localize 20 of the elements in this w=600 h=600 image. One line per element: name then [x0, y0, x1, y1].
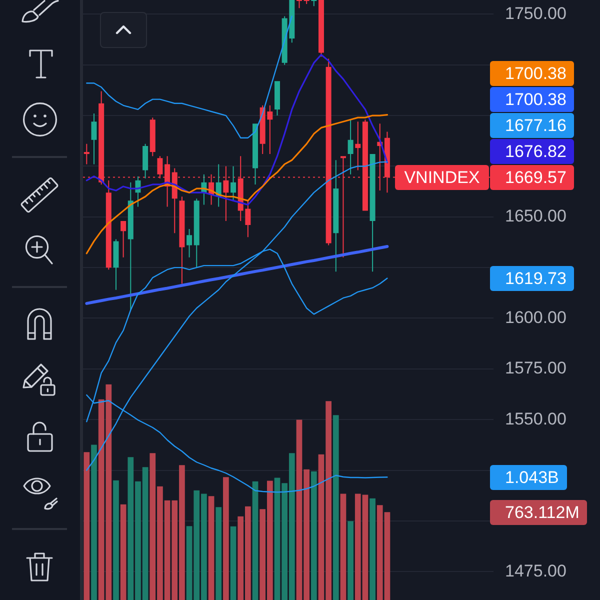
y2-tick-label: 763.112M [505, 502, 580, 522]
y-tick-label: 1575.00 [505, 358, 566, 378]
y-tick-label: 1475.00 [505, 561, 566, 580]
y-tick-label: 1600.00 [505, 308, 566, 327]
y2-tick-label: 1.043B [505, 468, 559, 487]
text: 1669.57 [505, 168, 566, 187]
legend-label: 1700.38 [505, 64, 566, 83]
y-tick-label: 1650.00 [505, 206, 566, 226]
legend-label: 1619.73 [505, 268, 566, 288]
y-tick-label: 1750.00 [505, 4, 566, 23]
candlestick [311, 0, 317, 6]
text: 1700.38 [505, 90, 566, 109]
legend-label: 1676.82 [505, 142, 566, 161]
legend-label: 1677.16 [505, 116, 566, 135]
candlestick [355, 122, 361, 170]
y-tick-label: 1550.00 [505, 409, 566, 428]
candlestick [84, 144, 90, 164]
candlestick [186, 229, 192, 258]
candlestick [296, 0, 302, 8]
legend-label: VNINDEX [404, 168, 480, 187]
